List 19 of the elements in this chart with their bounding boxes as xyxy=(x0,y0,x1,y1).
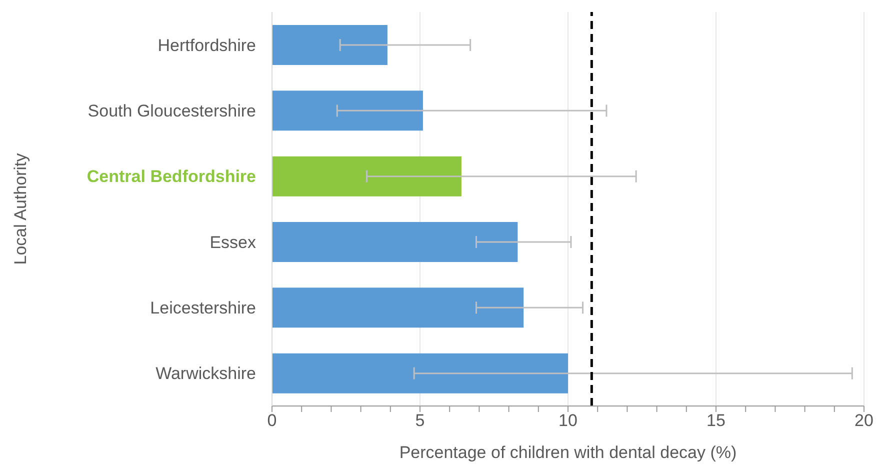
bar xyxy=(272,156,462,196)
y-tick-label: Warwickshire xyxy=(156,364,256,384)
x-axis-title: Percentage of children with dental decay (%) xyxy=(399,443,737,462)
bar xyxy=(272,25,388,65)
y-tick-label: Leicestershire xyxy=(150,298,256,318)
x-tick-label: 10 xyxy=(558,411,578,430)
bar xyxy=(272,288,524,328)
bar xyxy=(272,90,423,131)
x-tick-label: 20 xyxy=(854,411,874,430)
x-tick-label: 15 xyxy=(706,411,726,430)
x-tick-label: 5 xyxy=(415,411,425,430)
y-axis-title: Local Authority xyxy=(11,152,30,265)
y-tick-label: Hertfordshire xyxy=(158,36,256,55)
y-tick-label: South Gloucestershire xyxy=(88,102,256,120)
bar xyxy=(272,353,568,394)
bar xyxy=(272,222,518,262)
y-tick-label: Essex xyxy=(210,232,256,252)
x-tick-label: 0 xyxy=(267,411,277,430)
y-tick-label: Central Bedfordshire xyxy=(86,167,256,186)
